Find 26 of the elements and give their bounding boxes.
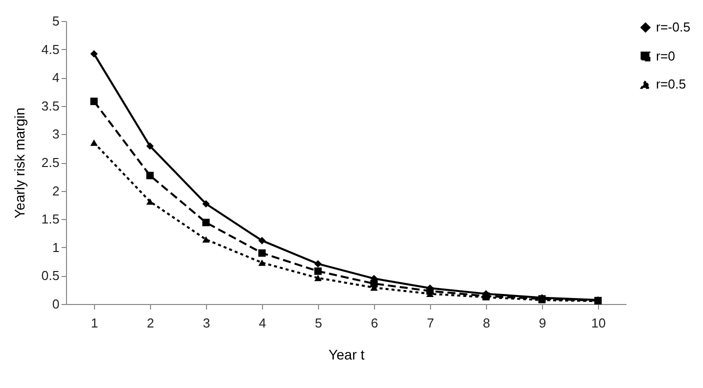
- legend-label: r=0.5: [656, 76, 686, 92]
- x-tick-label: 2: [146, 316, 154, 330]
- x-axis-title: Year t: [328, 346, 365, 362]
- y-tick-label: 2: [52, 183, 60, 198]
- legend-label: r=0: [656, 48, 676, 64]
- x-tick-label: 4: [258, 316, 266, 330]
- y-tick-label: 3.5: [41, 98, 60, 114]
- x-tick-label: 6: [370, 316, 378, 330]
- y-tick-label: 5: [52, 14, 60, 28]
- y-tick-label: 4: [52, 70, 60, 86]
- y-tick-label: 0.5: [41, 268, 60, 284]
- x-tick-label: 1: [90, 316, 98, 330]
- x-tick-label: 10: [591, 316, 606, 330]
- y-tick-label: 2.5: [41, 155, 60, 170]
- y-tick-label: 3: [52, 126, 60, 142]
- x-tick-label: 3: [202, 316, 210, 330]
- y-tick-label: 1: [52, 240, 60, 255]
- y-axis-title: Yearly risk margin: [11, 108, 28, 218]
- x-tick-label: 5: [314, 316, 322, 330]
- y-tick-label: 0: [52, 296, 60, 312]
- y-tick-label: 4.5: [41, 42, 60, 57]
- x-tick-label: 7: [426, 316, 434, 330]
- x-tick-label: 9: [538, 316, 546, 330]
- x-tick-label: 8: [482, 316, 490, 330]
- legend-label: r=-0.5: [656, 20, 690, 34]
- y-tick-label: 1.5: [41, 212, 60, 227]
